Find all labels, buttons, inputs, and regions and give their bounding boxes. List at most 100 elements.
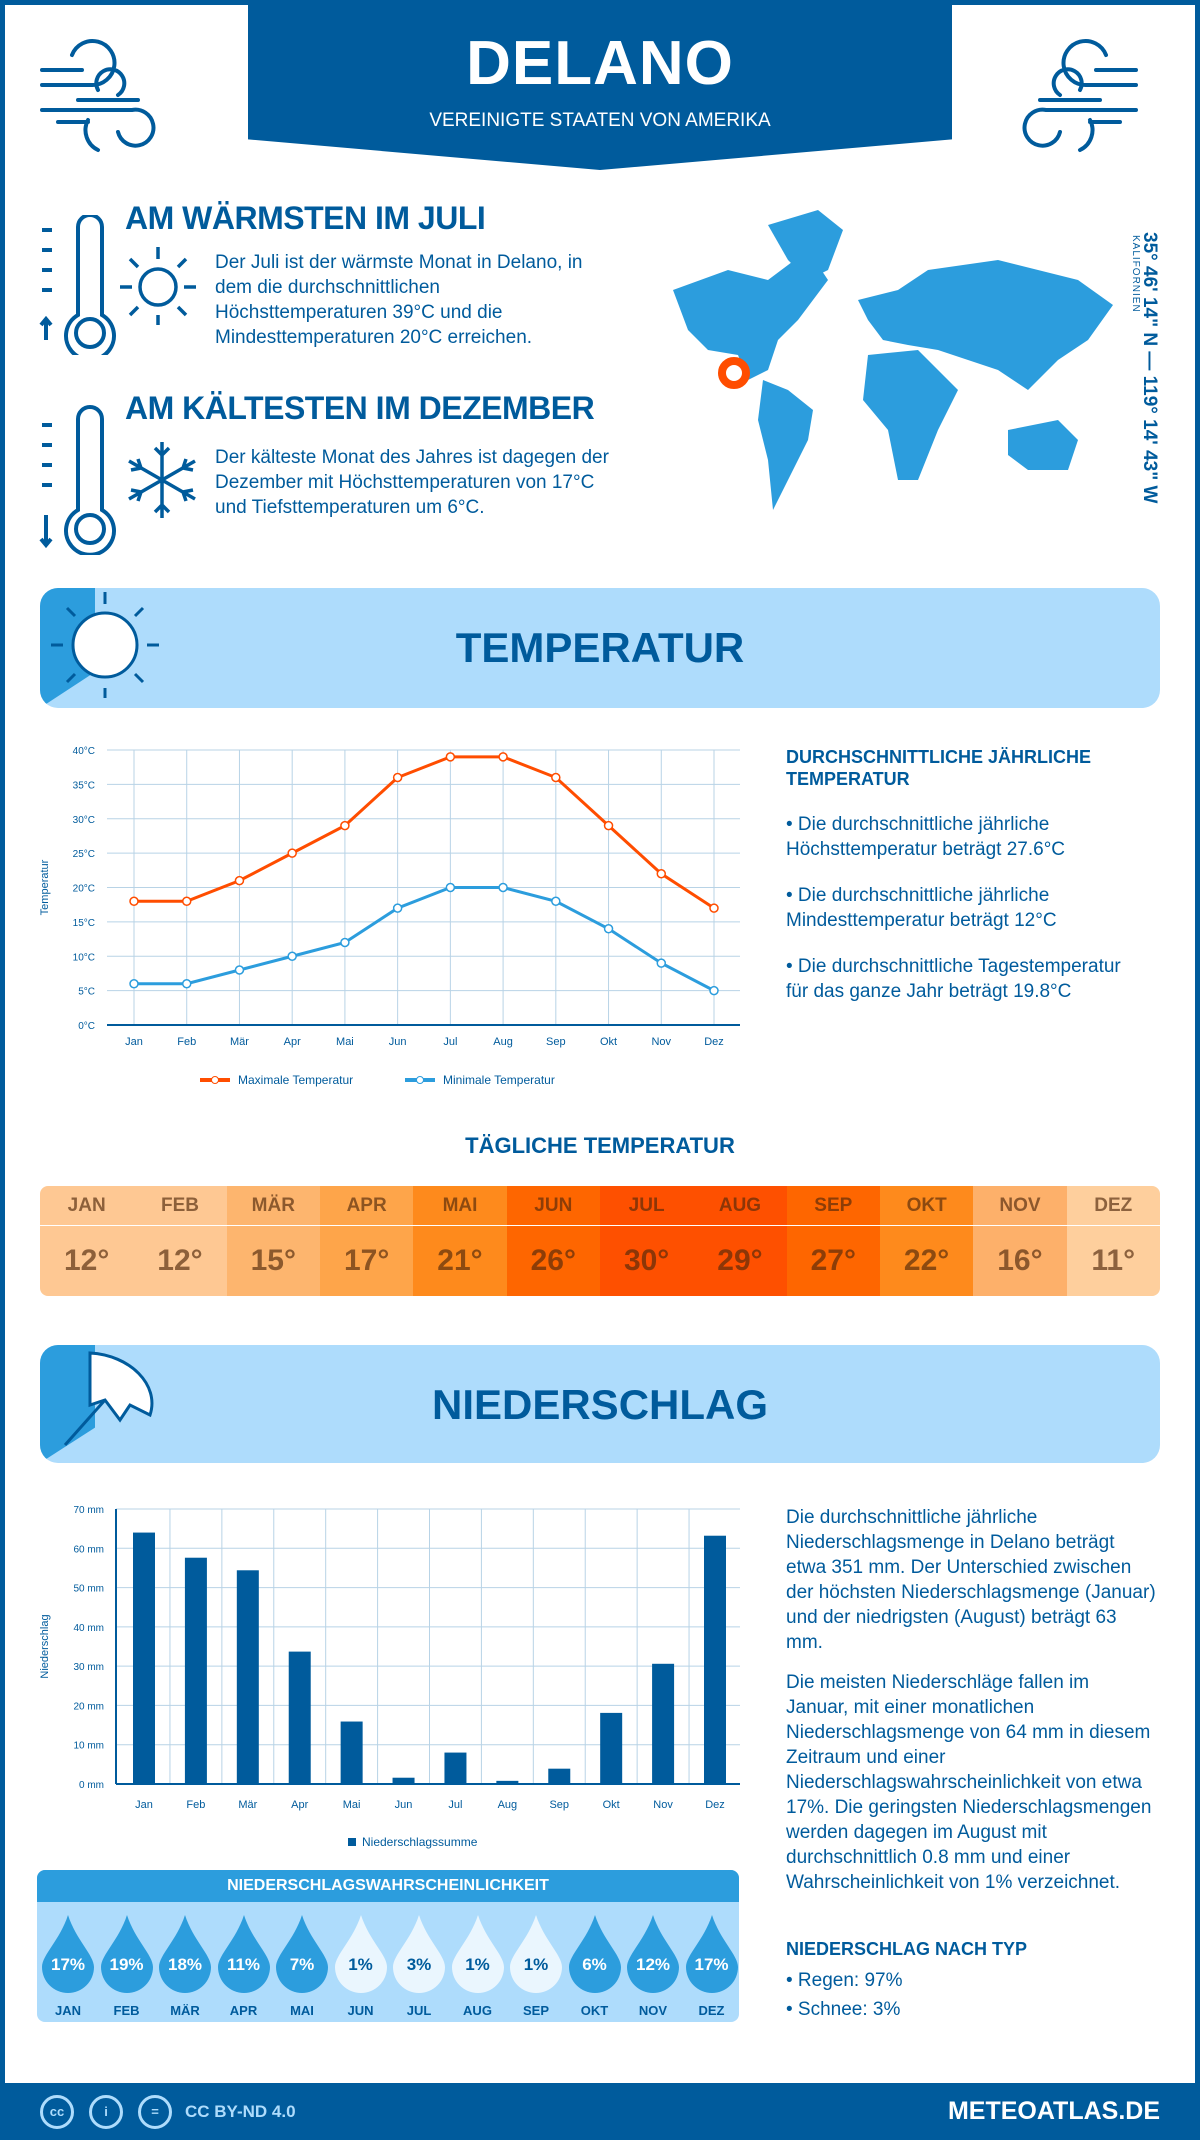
precip-bar: [236, 1570, 259, 1784]
umbrella-rain-icon: [63, 1351, 154, 1446]
sun-icon: [51, 592, 159, 698]
y-tick-label: 0 mm: [79, 1780, 104, 1791]
probability-month: JAN: [54, 2003, 81, 2018]
header-banner: [248, 0, 952, 170]
x-tick-label: Dez: [704, 1036, 724, 1048]
daily-value: 30°: [623, 1244, 670, 1277]
data-point: [392, 772, 403, 783]
x-tick-label: Okt: [600, 1036, 617, 1048]
coldest-title: AM KÄLTESTEN IM DEZEMBER: [125, 390, 595, 426]
probability-value: 7%: [289, 1955, 315, 1974]
x-tick-label: Jun: [389, 1036, 407, 1048]
raindrop-icon: 6%: [568, 1915, 621, 1993]
probability-value: 17%: [694, 1955, 729, 1974]
data-point: [129, 979, 139, 989]
x-tick-label: Mai: [336, 1036, 354, 1048]
data-point: [498, 752, 508, 762]
y-tick-label: 70 mm: [73, 1505, 104, 1516]
legend-swatch: [348, 1838, 356, 1846]
probability-value: 6%: [582, 1955, 607, 1974]
y-tick-label: 10°C: [73, 952, 95, 963]
y-tick-label: 0°C: [78, 1021, 95, 1032]
raindrop-icon: 19%: [100, 1915, 153, 1993]
daily-month: MÄR: [226, 1186, 320, 1226]
legend-marker: [211, 1076, 219, 1084]
probability-value: 3%: [406, 1955, 432, 1974]
raindrop-icon: 1%: [510, 1915, 562, 1993]
probability-month: JUN: [347, 2003, 374, 2018]
precip-paragraph: Die meisten Niederschläge fallen im Janu…: [786, 1672, 1152, 1893]
daily-month: AUG: [693, 1186, 787, 1226]
data-point: [181, 896, 192, 906]
daily-month: NOV: [973, 1186, 1067, 1226]
site-link[interactable]: METEOATLAS.DE: [947, 2097, 1160, 2125]
coldest-text: Der kälteste Monat des Jahres ist dagege…: [215, 447, 609, 518]
probability-month: FEB: [113, 2003, 140, 2018]
data-point: [709, 985, 719, 996]
probability-month: APR: [229, 2003, 258, 2018]
probability-title: NIEDERSCHLAGSWAHRSCHEINLICHKEIT: [37, 1870, 739, 1902]
x-tick-label: Sep: [549, 1799, 569, 1811]
snowflake-icon: [128, 442, 196, 518]
data-point: [181, 979, 192, 989]
x-tick-label: Mär: [238, 1799, 257, 1811]
annual-temp-title: DURCHSCHNITTLICHE JÄHRLICHE TEMPERATUR: [786, 747, 1091, 789]
daily-value: 16°: [997, 1244, 1043, 1277]
daily-value: 27°: [810, 1244, 856, 1277]
precip-paragraph: Die durchschnittliche jährliche Niedersc…: [786, 1507, 1156, 1653]
precip-bar: [184, 1557, 207, 1784]
precip-bar: [392, 1777, 415, 1784]
daily-month: JUN: [506, 1186, 600, 1226]
legend-label: Minimale Temperatur: [443, 1073, 555, 1087]
x-tick-label: Okt: [603, 1799, 620, 1811]
x-tick-label: Jun: [395, 1799, 413, 1811]
daily-month: OKT: [879, 1186, 974, 1226]
raindrop-icon: 11%: [217, 1915, 270, 1993]
precip-bar: [704, 1535, 726, 1784]
y-tick-label: 10 mm: [73, 1741, 104, 1752]
x-tick-label: Mär: [230, 1036, 249, 1048]
daily-month: APR: [319, 1186, 414, 1226]
probability-value: 17%: [50, 1955, 86, 1974]
y-axis-label: Temperatur: [39, 859, 51, 915]
data-point: [603, 924, 614, 934]
city-title: DELANO: [466, 29, 734, 98]
precipitation-title: NIEDERSCHLAG: [431, 1381, 769, 1428]
warmest-title: AM WÄRMSTEN IM JULI: [125, 200, 486, 236]
daily-temp-cell: JUL 30°: [599, 1186, 694, 1296]
data-point: [287, 951, 297, 961]
raindrop-icon: 7%: [276, 1915, 328, 1993]
raindrop-icon: 12%: [627, 1915, 679, 1993]
x-tick-label: Apr: [284, 1036, 301, 1048]
daily-value: 17°: [343, 1244, 390, 1277]
probability-month: MAI: [290, 2003, 314, 2018]
coordinates: 35° 46' 14" N — 119° 14' 43" W: [1139, 232, 1160, 504]
daily-temp-table: JAN 12° FEB 12° MÄR 15° APR 17° MAI 21° JUN 26° JUL 3…: [40, 1186, 1160, 1296]
annual-temp-bullet: • Die durchschnittliche jährliche Mindes…: [786, 885, 1057, 931]
probability-month: SEP: [522, 2003, 549, 2018]
daily-month: JAN: [40, 1186, 134, 1226]
probability-month: OKT: [580, 2003, 609, 2018]
footer: cc i = CC BY-ND 4.0 METEOATLAS.DE: [0, 2083, 1200, 2140]
thermometer-cold-icon: [39, 405, 116, 555]
y-tick-label: 25°C: [73, 849, 95, 860]
probability-month: DEZ: [698, 2003, 725, 2018]
y-tick-label: 20°C: [73, 884, 95, 895]
data-point: [234, 965, 245, 975]
daily-value: 12°: [63, 1244, 110, 1277]
nd-icon: =: [138, 2095, 172, 2129]
daily-value: 15°: [250, 1244, 296, 1277]
precip-bar: [496, 1780, 519, 1784]
precip-bar: [133, 1532, 155, 1784]
data-point: [551, 896, 561, 906]
daily-temp-cell: MÄR 15°: [226, 1186, 320, 1296]
raindrop-icon: 1%: [451, 1915, 504, 1993]
probability-month: AUG: [463, 2003, 492, 2018]
legend-label: Maximale Temperatur: [238, 1073, 353, 1087]
precip-bar: [288, 1651, 311, 1784]
y-tick-label: 40°C: [73, 746, 95, 757]
data-point: [709, 903, 719, 913]
daily-temp-cell: APR 17°: [319, 1186, 414, 1296]
y-tick-label: 20 mm: [73, 1701, 104, 1712]
daily-temp-cell: DEZ 11°: [1066, 1186, 1160, 1296]
